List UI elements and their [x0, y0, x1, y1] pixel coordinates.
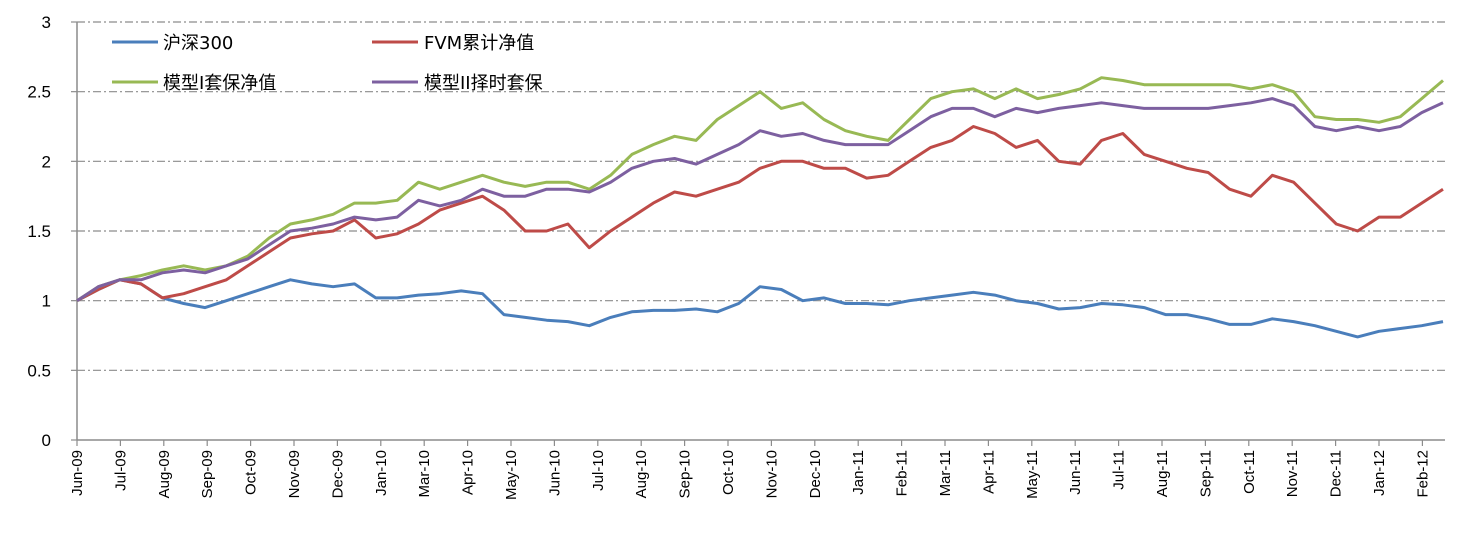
x-tick-label: Sep-11 [1197, 450, 1214, 497]
legend-item-fvm: FVM累计净值 [372, 33, 534, 54]
y-tick-label: 0.5 [27, 361, 51, 380]
legend-item-model1: 模型I套保净值 [112, 73, 276, 94]
y-tick-label: 1.5 [27, 222, 51, 241]
x-tick-label: Dec-09 [329, 450, 346, 498]
x-tick-label: Aug-09 [156, 450, 173, 498]
x-tick-label: Dec-11 [1328, 450, 1345, 497]
y-tick-label: 1 [42, 292, 51, 311]
x-tick-label: Nov-11 [1284, 450, 1301, 497]
x-tick-label: Jul-09 [112, 450, 129, 491]
y-tick-label: 3 [42, 13, 51, 32]
x-tick-label: Nov-09 [286, 450, 303, 498]
x-tick-label: Jul-11 [1111, 450, 1128, 490]
legend: 沪深300 FVM累计净值 模型I套保净值 模型II择时套保 [112, 33, 543, 94]
series-line-3 [76, 97, 1444, 302]
legend-label: 沪深300 [163, 33, 233, 54]
x-tick-label: Jun-10 [546, 450, 563, 496]
x-tick-label: Nov-10 [763, 450, 780, 498]
y-tick-label: 2.5 [27, 83, 51, 102]
x-tick-label: Mar-11 [937, 450, 954, 496]
x-tick-label: Feb-11 [894, 450, 911, 496]
x-tick-label: Apr-11 [980, 450, 997, 494]
x-tick-label: Oct-11 [1241, 450, 1258, 494]
x-tick-label: May-10 [503, 450, 520, 500]
series-line-2 [76, 76, 1444, 302]
x-axis-ticks: Jun-09 Jul-09 Aug-09 Sep-09 Oct-09 Nov-09 Dec-… [69, 440, 1431, 500]
x-tick-label: May-11 [1024, 450, 1041, 499]
gridlines [77, 21, 1445, 371]
x-tick-label: Sep-10 [677, 450, 694, 498]
x-tick-label: Jun-11 [1067, 450, 1084, 495]
legend-label: FVM累计净值 [424, 33, 534, 54]
x-tick-label: Oct-09 [243, 450, 260, 495]
x-tick-label: Jul-10 [590, 450, 607, 491]
x-tick-label: Oct-10 [720, 450, 737, 495]
legend-label: 模型II择时套保 [424, 73, 543, 94]
y-axis-ticks: 0 0.5 1 1.5 2 2.5 3 [27, 13, 77, 450]
legend-label: 模型I套保净值 [163, 73, 276, 94]
x-tick-label: Jun-09 [69, 450, 86, 496]
x-tick-label: Aug-11 [1154, 450, 1171, 497]
x-tick-label: Dec-10 [807, 450, 824, 498]
y-tick-label: 0 [42, 431, 51, 450]
series-line-0 [76, 278, 1444, 339]
x-tick-label: Sep-09 [199, 450, 216, 498]
y-tick-label: 2 [42, 152, 51, 171]
x-tick-label: Feb-12 [1414, 450, 1431, 498]
x-tick-label: Apr-10 [460, 450, 477, 495]
x-tick-label: Jan-11 [850, 450, 867, 495]
legend-item-model2: 模型II择时套保 [372, 73, 543, 94]
legend-item-hs300: 沪深300 [112, 33, 233, 54]
x-tick-label: Jan-12 [1371, 450, 1388, 496]
series-lines [76, 76, 1444, 339]
series-line-1 [76, 125, 1444, 303]
x-tick-label: Jan-10 [373, 450, 390, 496]
x-tick-label: Mar-10 [416, 450, 433, 498]
x-tick-label: Aug-10 [633, 450, 650, 498]
